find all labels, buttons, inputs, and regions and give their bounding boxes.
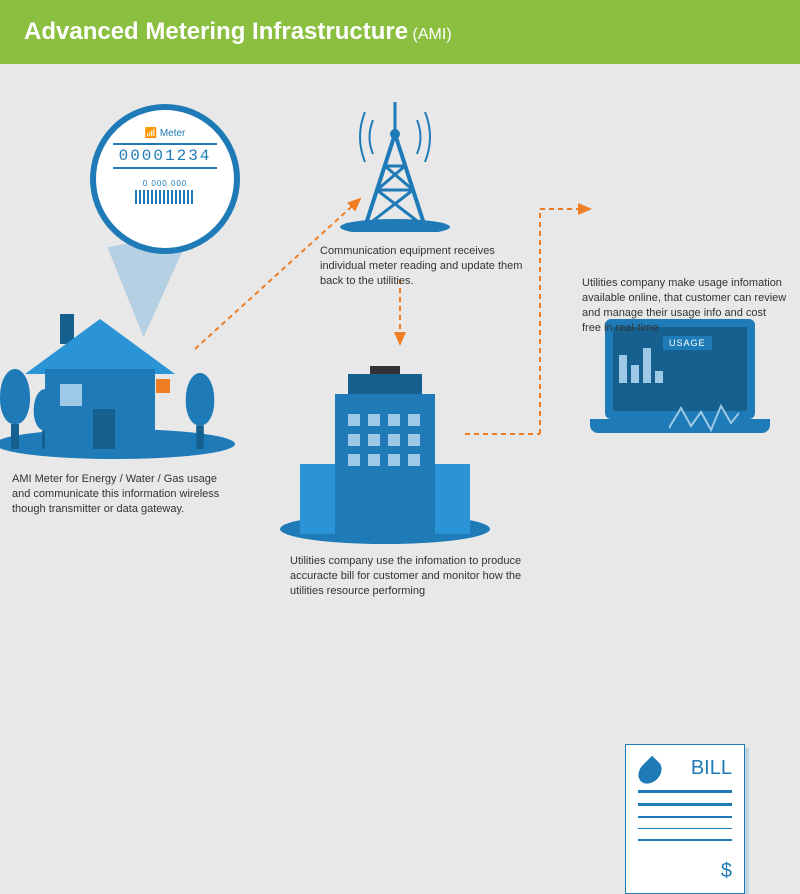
meter-detail-circle: 📶 Meter 00001234 0 000 000	[90, 104, 240, 254]
meter-barcode-icon	[135, 190, 195, 204]
usage-bar-chart-icon	[619, 343, 663, 383]
page-title: Advanced Metering Infrastructure	[24, 18, 408, 45]
laptop-node: USAGE	[590, 319, 770, 449]
building-node	[300, 354, 470, 534]
house-node	[25, 309, 185, 449]
meter-sub-reading: 0 000 000	[143, 179, 188, 188]
building-windows-icon	[348, 414, 420, 466]
bill-node: BILL $	[625, 744, 745, 894]
tower-icon	[335, 92, 455, 232]
meter-label: 📶 Meter	[145, 128, 186, 139]
tower-caption: Communication equipment receives individ…	[320, 244, 530, 289]
diagram-canvas: 📶 Meter 00001234 0 000 000 AMI Meter for…	[0, 64, 800, 634]
house-transmitter-icon	[156, 379, 170, 393]
header: Advanced Metering Infrastructure (AMI)	[0, 0, 800, 64]
house-icon	[25, 309, 185, 449]
tower-node	[335, 92, 455, 232]
meter-reading-value: 00001234	[113, 143, 218, 169]
house-caption: AMI Meter for Energy / Water / Gas usage…	[12, 472, 222, 517]
page-subtitle: (AMI)	[413, 26, 452, 43]
bill-currency: $	[721, 860, 732, 883]
building-caption: Utilities company use the infomation to …	[290, 554, 550, 599]
usage-label: USAGE	[663, 336, 712, 350]
usage-line-chart-icon	[669, 398, 739, 438]
laptop-caption: Utilities company make usage infomation …	[582, 276, 787, 335]
